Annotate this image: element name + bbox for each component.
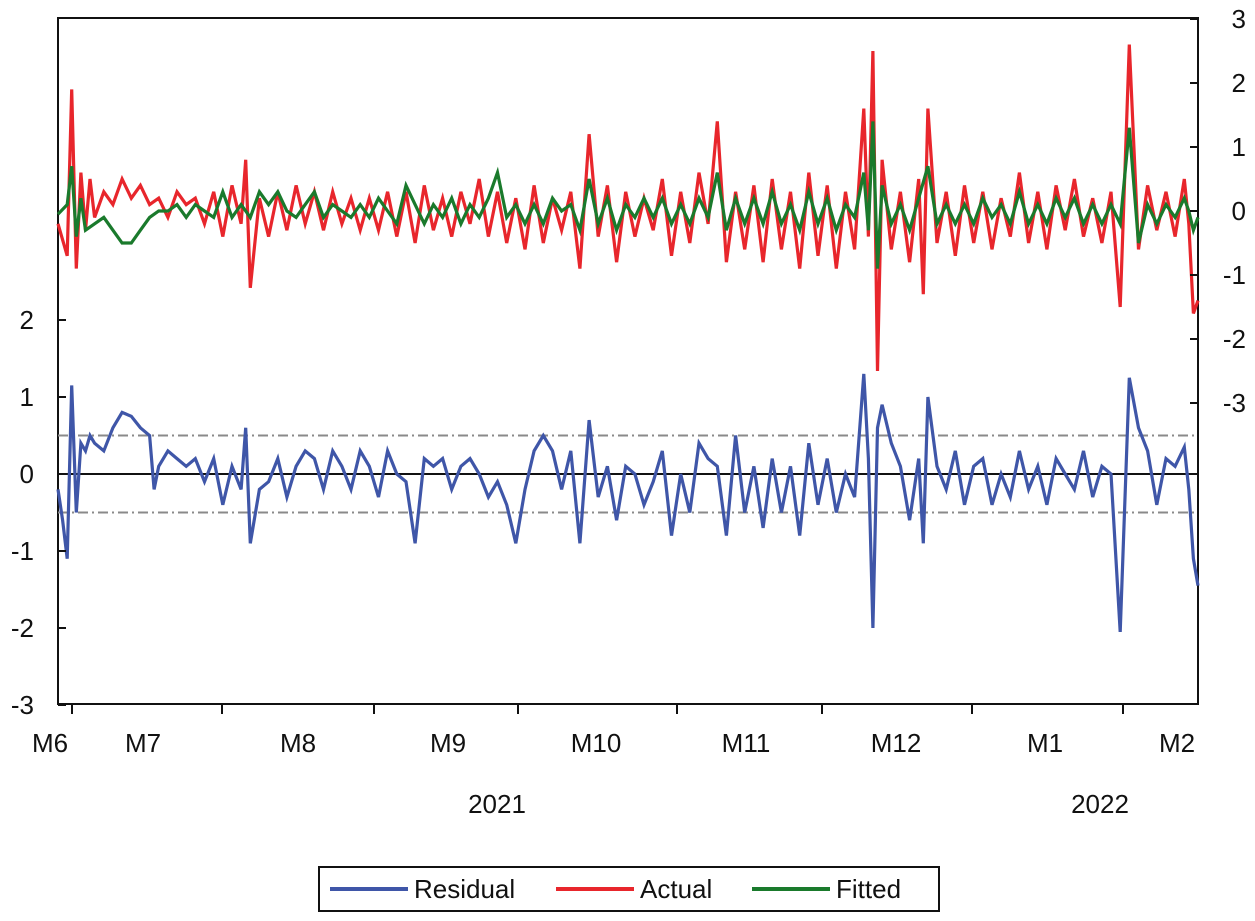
legend: Residual Actual Fitted [318,866,940,912]
x-axis-ticks [71,704,1124,714]
legend-label-fitted: Fitted [836,874,901,904]
year-labels: 2021 2022 [468,789,1129,819]
right-tick-label--1: -1 [1223,260,1246,290]
year-label-2021: 2021 [468,789,526,819]
plot-frame [57,17,1199,705]
month-label-m2: M2 [1159,728,1195,758]
month-label-m9: M9 [430,728,466,758]
series-line-fitted [56,121,1200,269]
legend-label-actual: Actual [640,874,712,904]
right-tick-label--2: -2 [1223,324,1246,354]
left-tick-label-0: 0 [20,459,34,489]
month-label-m1: M1 [1027,728,1063,758]
right-tick-label-0: 0 [1232,196,1246,226]
month-label-m10: M10 [571,728,622,758]
month-label-m7: M7 [125,728,161,758]
left-tick-label-1: 1 [20,382,34,412]
month-label-m6: M6 [32,728,68,758]
left-tick-label--2: -2 [11,613,34,643]
right-tick-label-3: 3 [1232,4,1246,34]
month-label-m11: M11 [722,728,771,758]
series-line-residual [56,373,1200,632]
left-tick-label-2: 2 [20,305,34,335]
month-labels: M6 M7 M8 M9 M10 M11 M12 M1 M2 [32,728,1195,758]
left-axis-ticks: -3 -2 -1 0 1 2 [11,305,66,720]
left-tick-label--3: -3 [11,690,34,720]
series-line-actual [56,44,1200,372]
year-label-2022: 2022 [1071,789,1129,819]
left-tick-label--1: -1 [11,536,34,566]
right-tick-label-2: 2 [1232,68,1246,98]
right-tick-label--3: -3 [1223,388,1246,418]
month-label-m12: M12 [871,728,922,758]
legend-label-residual: Residual [414,874,515,904]
series-lines [56,44,1200,632]
month-label-m8: M8 [280,728,316,758]
right-axis-ticks: -3 -2 -1 0 1 2 3 [1190,4,1246,418]
right-tick-label-1: 1 [1232,132,1246,162]
